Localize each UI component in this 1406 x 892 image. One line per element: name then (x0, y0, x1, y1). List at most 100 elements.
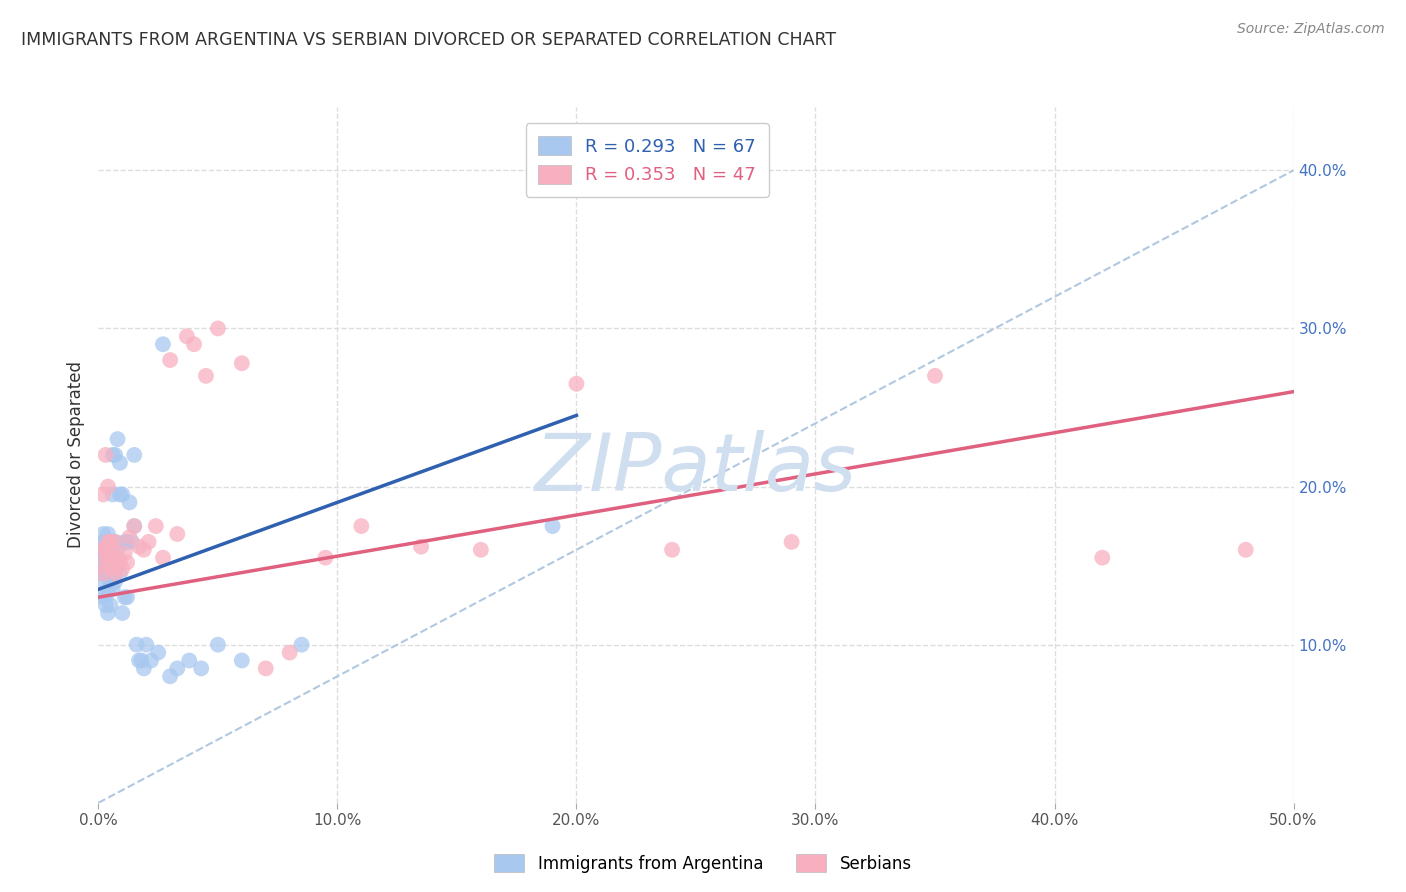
Point (104, 534, 127, 549)
Point (91, 527, 114, 541)
Point (148, 646, 170, 660)
Point (207, 321, 229, 335)
Point (128, 653, 150, 667)
Point (101, 448, 124, 462)
Point (98, 542, 122, 557)
Point (135, 638, 157, 652)
Point (139, 653, 162, 667)
Point (101, 487, 124, 501)
Point (97, 527, 120, 541)
Point (166, 661, 188, 675)
Point (98, 550, 122, 565)
Point (924, 368, 946, 383)
Point (108, 566, 131, 581)
Point (159, 353, 181, 368)
Point (94, 566, 117, 581)
Point (90, 558, 112, 573)
Point (94, 598, 117, 612)
Point (91, 487, 114, 501)
Point (115, 556, 138, 570)
Point (91, 591, 114, 605)
Text: ZIPatlas: ZIPatlas (534, 430, 858, 508)
Point (98, 558, 122, 573)
Point (411, 540, 433, 554)
Point (90, 542, 112, 557)
Point (91, 534, 114, 549)
Point (661, 542, 683, 557)
Point (291, 638, 314, 652)
Point (107, 550, 129, 565)
Point (108, 456, 131, 470)
Point (97, 534, 120, 549)
Point (104, 550, 127, 565)
Point (124, 519, 146, 533)
Point (97, 479, 120, 493)
Point (125, 638, 148, 652)
Point (114, 534, 136, 549)
Text: Source: ZipAtlas.com: Source: ZipAtlas.com (1237, 22, 1385, 37)
Point (104, 448, 127, 462)
Point (101, 566, 124, 581)
Point (94, 542, 117, 557)
Point (98, 550, 122, 565)
Point (190, 661, 212, 675)
Point (350, 519, 373, 533)
Point (1091, 550, 1114, 565)
Point (111, 606, 134, 620)
Point (115, 591, 138, 605)
Y-axis label: Divorced or Separated: Divorced or Separated (66, 361, 84, 549)
Point (152, 337, 174, 351)
Point (97, 582, 120, 597)
Point (159, 669, 181, 683)
Point (97, 550, 120, 565)
Point (132, 542, 155, 557)
Point (101, 582, 124, 597)
Point (231, 653, 253, 667)
Point (91, 574, 114, 589)
Point (107, 542, 129, 557)
Point (131, 653, 153, 667)
Point (90, 558, 112, 573)
Point (108, 556, 131, 570)
Point (90, 542, 112, 557)
Legend: R = 0.293   N = 67, R = 0.353   N = 47: R = 0.293 N = 67, R = 0.353 N = 47 (526, 123, 769, 197)
Point (97, 542, 120, 557)
Point (104, 566, 127, 581)
Point (94, 550, 117, 565)
Point (152, 550, 174, 565)
Point (94, 591, 117, 605)
Point (780, 534, 803, 549)
Point (90, 550, 112, 565)
Point (128, 540, 150, 554)
Point (108, 487, 131, 501)
Point (97, 534, 120, 549)
Point (98, 598, 122, 612)
Point (194, 368, 218, 383)
Point (315, 550, 337, 565)
Point (124, 448, 146, 462)
Point (114, 546, 136, 560)
Point (111, 562, 134, 576)
Point (107, 558, 129, 573)
Point (565, 376, 588, 391)
Point (121, 534, 143, 549)
Point (124, 519, 146, 533)
Point (118, 495, 141, 509)
Point (1234, 542, 1257, 557)
Point (98, 534, 122, 549)
Point (104, 534, 127, 549)
Point (114, 591, 136, 605)
Legend: Immigrants from Argentina, Serbians: Immigrants from Argentina, Serbians (488, 847, 918, 880)
Point (166, 527, 188, 541)
Point (97, 606, 120, 620)
Point (91, 566, 114, 581)
Point (278, 646, 301, 660)
Point (254, 661, 277, 675)
Point (183, 337, 205, 351)
Point (104, 574, 127, 589)
Point (101, 546, 124, 560)
Point (179, 653, 201, 667)
Point (118, 530, 141, 544)
Point (94, 448, 117, 462)
Point (94, 534, 117, 549)
